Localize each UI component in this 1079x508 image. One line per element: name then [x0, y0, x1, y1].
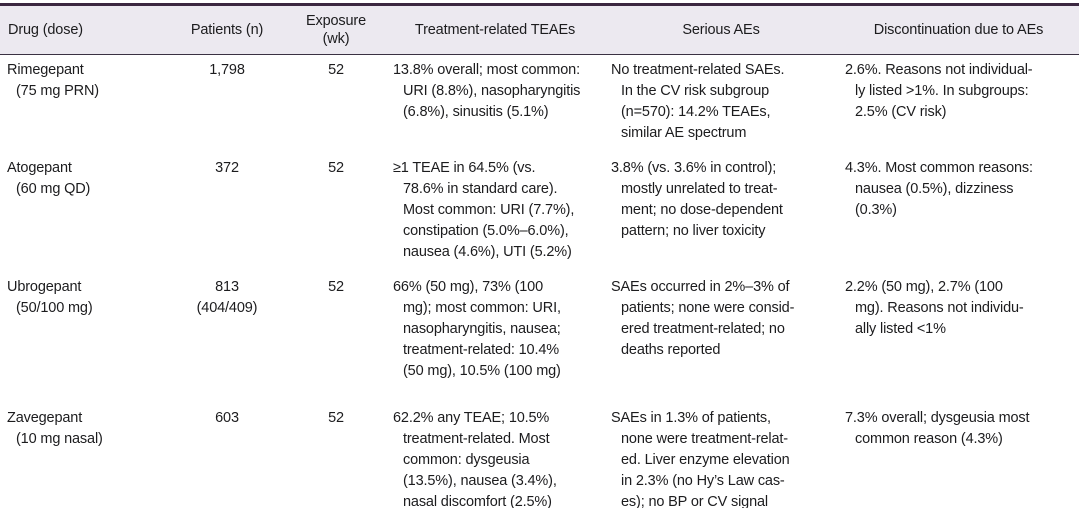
cell-exposure: 52 [328, 62, 344, 78]
table-row-ubrogepant: Ubrogepant (50/100 mg) 813 (404/409) 52 … [0, 272, 1079, 403]
cell-drug: Rimegepant (75 mg PRN) [7, 62, 99, 99]
cell-exposure: 52 [328, 279, 344, 295]
gepant-safety-table: Drug (dose) Patients (n) Exposure (wk) T… [0, 3, 1079, 508]
cell-drug: Zavegepant (10 mg nasal) [0, 403, 168, 508]
cell-teaes: ≥1 TEAE in 64.5% (vs. 78.6% in standard … [393, 160, 575, 260]
table-row-rimegepant: Rimegepant (75 mg PRN) 1,798 52 13.8% ov… [0, 55, 1079, 154]
table-row-atogepant: Atogepant (60 mg QD) 372 52 ≥1 TEAE in 6… [0, 153, 1079, 272]
cell-discontinuation: 4.3%. Most common reasons: nausea (0.5%)… [845, 160, 1033, 218]
cell-exposure: 52 [328, 160, 344, 176]
cell-serious-aes: No treatment-related SAEs. In the CV ris… [611, 62, 785, 141]
table-row-zavegepant: Zavegepant (10 mg nasal) 603 52 62.2% an… [0, 403, 1079, 508]
cell-serious-aes: 3.8% (vs. 3.6% in control); mostly unrel… [611, 160, 783, 239]
cell-teaes: 66% (50 mg), 73% (100 mg); most common: … [393, 279, 561, 379]
column-header-teaes: Treatment-related TEAEs [386, 3, 604, 55]
cell-discontinuation: 2.2% (50 mg), 2.7% (100 mg). Reasons not… [845, 279, 1024, 337]
column-header-patients: Patients (n) [168, 3, 286, 55]
cell-drug: Atogepant (60 mg QD) [7, 160, 91, 197]
cell-teaes: 13.8% overall; most common: URI (8.8%), … [393, 62, 581, 120]
cell-exposure: 52 [286, 403, 386, 508]
column-header-exposure: Exposure (wk) [286, 3, 386, 55]
cell-drug: Ubrogepant (50/100 mg) [7, 279, 93, 316]
cell-serious-aes: SAEs occurred in 2%–3% of patients; none… [611, 279, 795, 358]
cell-discontinuation: 2.6%. Reasons not individual- ly listed … [845, 62, 1033, 120]
column-header-discontinuation: Discontinuation due to AEs [838, 3, 1079, 55]
column-header-drug: Drug (dose) [0, 3, 168, 55]
cell-patients: 603 [168, 403, 286, 508]
cell-discontinuation: 7.3% overall; dysgeusia most common reas… [838, 403, 1079, 508]
cell-patients: 1,798 [209, 62, 245, 78]
cell-patients: 813 (404/409) [196, 279, 258, 316]
cell-serious-aes: SAEs in 1.3% of patients, none were trea… [604, 403, 838, 508]
column-header-serious-aes: Serious AEs [604, 3, 838, 55]
header-row: Drug (dose) Patients (n) Exposure (wk) T… [0, 3, 1079, 55]
cell-teaes: 62.2% any TEAE; 10.5% treatment-related.… [386, 403, 604, 508]
cell-patients: 372 [215, 160, 239, 176]
